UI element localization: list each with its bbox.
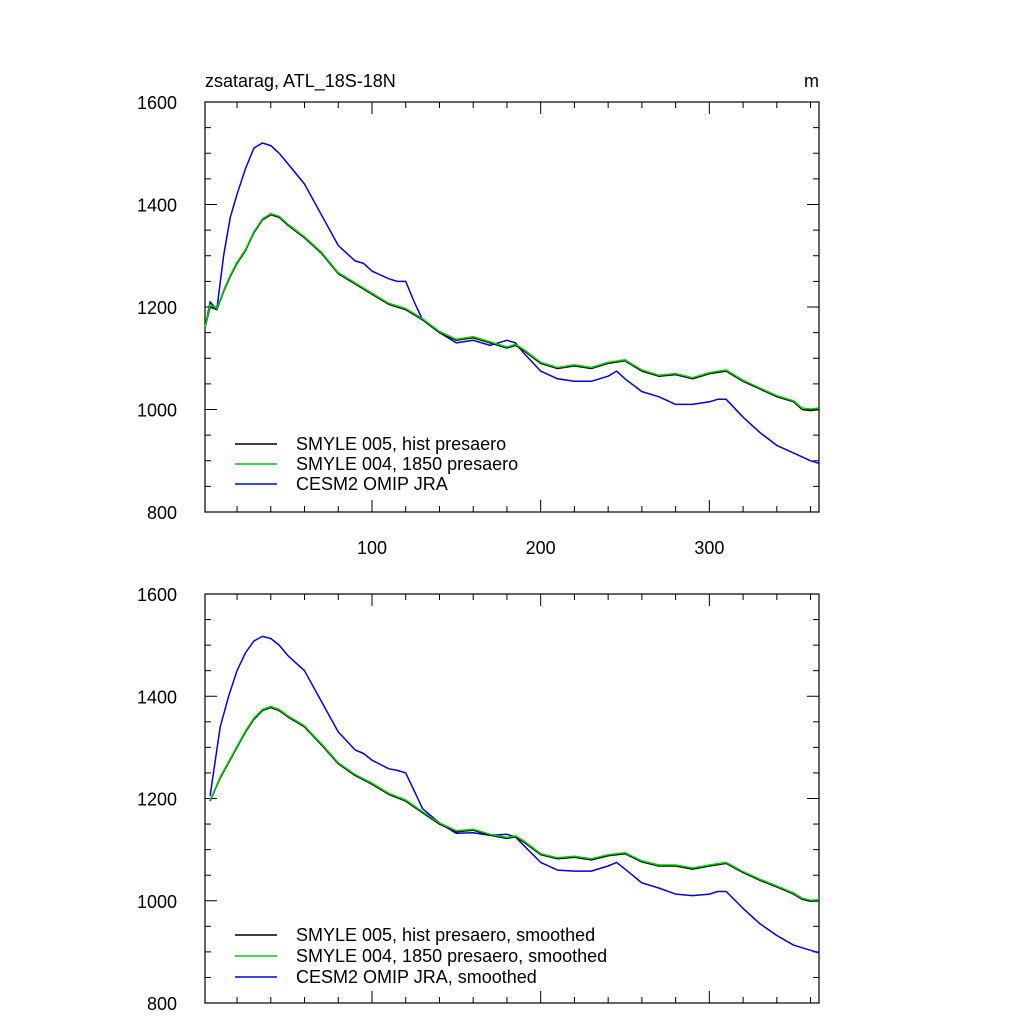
- panel-title: zsatarag, ATL_18S-18N: [205, 71, 396, 92]
- legend-label: SMYLE 005, hist presaero, smoothed: [296, 925, 595, 945]
- legend-label: SMYLE 004, 1850 presaero: [296, 454, 518, 474]
- y-tick-label: 800: [147, 503, 177, 523]
- y-tick-label: 800: [147, 994, 177, 1014]
- y-tick-label: 1200: [137, 790, 177, 810]
- y-tick-label: 1600: [137, 93, 177, 113]
- y-tick-label: 1600: [137, 585, 177, 605]
- legend-label: CESM2 OMIP JRA: [296, 474, 448, 494]
- legend-label: SMYLE 004, 1850 presaero, smoothed: [296, 946, 607, 966]
- y-tick-label: 1400: [137, 196, 177, 216]
- y-tick-label: 1200: [137, 298, 177, 318]
- x-tick-label: 100: [357, 538, 387, 558]
- legend-label: SMYLE 005, hist presaero: [296, 434, 506, 454]
- y-tick-label: 1400: [137, 687, 177, 707]
- series-line-2: [204, 142, 820, 465]
- bottom-panel: 800 1000 1200 1400 1600 SMYLE 005, hist presa…: [137, 585, 820, 1014]
- series-line-0: [204, 214, 820, 412]
- y-tick-label: 1000: [137, 892, 177, 912]
- x-tick-label: 300: [694, 538, 724, 558]
- series-line-0: [209, 706, 820, 903]
- series-line-2: [209, 635, 820, 954]
- series-line-1: [209, 705, 820, 901]
- series-line-1: [204, 212, 820, 410]
- units-label: m: [804, 71, 819, 91]
- y-tick-label: 1000: [137, 401, 177, 421]
- top-panel: zsatarag, ATL_18S-18N m 800 1000 1200 1400 1…: [137, 71, 820, 558]
- legend-label: CESM2 OMIP JRA, smoothed: [296, 967, 537, 987]
- x-tick-label: 200: [526, 538, 556, 558]
